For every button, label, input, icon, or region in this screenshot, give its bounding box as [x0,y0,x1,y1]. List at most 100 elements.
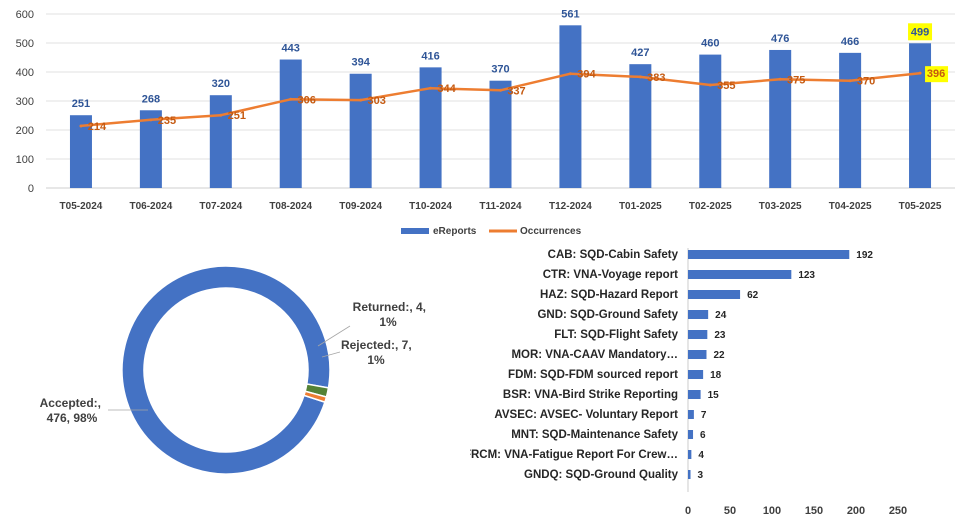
hbar [688,250,850,259]
point-occurrences [638,75,642,79]
hbar [688,450,692,459]
hbar [688,270,792,279]
hbar [688,290,741,299]
x-tick-label: 200 [847,505,865,517]
y-tick-label: 100 [16,154,34,166]
data-label-ereports: 427 [631,47,649,59]
bar-ereports [629,64,652,188]
top-y-axis: 0 100 200 300 400 500 600 [16,9,34,195]
x-tick-label: 150 [805,505,823,517]
slice-label-accepted: Accepted:, 476, 98% [40,396,105,425]
hbar [688,330,708,339]
category-label: AVSEC: AVSEC- Voluntary Report [494,409,678,421]
data-label-occurrences: 303 [367,95,385,107]
label-leader-returned [317,325,351,347]
hbar-value-label: 192 [856,250,873,261]
data-label-occurrences: 235 [158,115,176,127]
data-label-ereports: 416 [421,50,439,62]
hbar-value-label: 22 [713,350,725,361]
data-label-ereports: 476 [771,33,789,45]
horizontal-bar-chart: 0 50 100 150 200 250 CAB: SQD-Cabin Safety 192… [470,248,907,517]
bar-ereports [139,110,162,188]
y-tick-label: 400 [16,67,34,79]
data-label-ereports: 268 [142,93,160,105]
point-occurrences [219,113,223,117]
x-tick-label: T08-2024 [269,201,312,212]
slice-label-rejected: Rejected:, 7, 1% [341,338,415,367]
bar-ereports [489,80,512,188]
data-label-ereports: 466 [841,36,859,48]
point-occurrences [918,71,922,75]
donut-chart: Returned:, 4, 1% Rejected:, 7, 1% Accept… [40,265,430,475]
category-label: FLT: SQD-Flight Safety [554,329,678,341]
category-label: CTR: VNA-Voyage report [543,269,678,281]
hbar [688,370,704,379]
top-bars [69,25,932,189]
data-label-ereports: 561 [561,8,579,20]
category-label: GND: SQD-Ground Safety [537,309,678,321]
data-label-occurrences: 337 [507,85,525,97]
data-label-occurrences: 251 [228,110,246,122]
donut-labels: Returned:, 4, 1% Rejected:, 7, 1% Accept… [40,300,430,425]
data-label-occurrences: 355 [717,80,735,92]
top-legend: eReports Occurrences [401,226,582,237]
bar-ereports [909,43,932,188]
bar-ereports [419,67,442,188]
point-occurrences [708,83,712,87]
y-tick-label: 500 [16,38,34,50]
point-occurrences [499,88,502,92]
point-occurrences [149,118,153,122]
highlight-box [908,23,933,41]
top-line-series [79,71,922,128]
hbar [688,470,691,479]
bar-ereports [559,25,582,189]
data-label-occurrences: 344 [437,83,456,95]
top-combo-chart: 0 100 200 300 400 500 600 T05-2024 T06-2024 T07-… [16,8,955,237]
data-label-ereports: 320 [212,78,230,90]
bar-ereports [69,115,92,188]
hbar-value-label: 15 [708,390,720,401]
data-label-occurrences: 394 [577,69,596,81]
bar-ereports [839,52,862,188]
donut-slice-accepted [121,265,331,475]
hbar [688,350,707,359]
legend-swatch-ereports [401,228,429,234]
hbar [688,430,694,439]
hbar-value-label: 6 [700,430,706,441]
top-data-labels: 251 268 320 443 394 416 370 561 427 460 476 466 499 2… [72,8,949,133]
category-label: HAZ: SQD-Hazard Report [540,289,678,301]
category-label: MNT: SQD-Maintenance Safety [511,429,678,441]
legend-label-ereports: eReports [433,226,477,237]
point-occurrences [359,98,363,102]
y-tick-label: 300 [16,96,34,108]
hbar-value-label: 4 [698,450,704,461]
bar-ereports [699,54,722,188]
data-label-ereports: 443 [282,43,300,55]
x-tick-label: T07-2024 [199,201,242,212]
data-label-occurrences: 375 [787,74,805,86]
point-occurrences [778,77,782,81]
hbar-axis: 0 50 100 150 200 250 [685,248,907,517]
category-label: GNDQ: SQD-Ground Quality [524,469,679,481]
label-leader-rejected [321,351,341,358]
point-occurrences [79,124,83,128]
y-tick-label: 200 [16,125,34,137]
data-label-ereports: 460 [701,38,719,50]
y-tick-label: 0 [28,183,34,195]
x-tick-label: 250 [889,505,907,517]
hbar-bars: CAB: SQD-Cabin Safety 192 CTR: VNA-Voyage … [470,249,873,481]
hbar [688,410,694,419]
slice-label-returned: Returned:, 4, 1% [353,300,430,329]
category-label: BSR: VNA-Bird Strike Reporting [503,389,678,401]
top-x-axis: T05-2024 T06-2024 T07-2024 T08-2024 T09-2024… [60,201,942,212]
point-occurrences [568,72,572,76]
category-label: CAB: SQD-Cabin Safety [548,249,679,261]
category-label: FDM: SQD-FDM sourced report [508,369,678,381]
highlight-box [925,66,949,83]
x-tick-label: T12-2024 [549,201,592,212]
hbar-value-label: 3 [698,470,704,481]
x-tick-label: T09-2024 [339,201,382,212]
x-tick-label: T05-2024 [60,201,103,212]
x-tick-label: T02-2025 [689,201,732,212]
x-tick-label: T11-2024 [479,201,522,212]
